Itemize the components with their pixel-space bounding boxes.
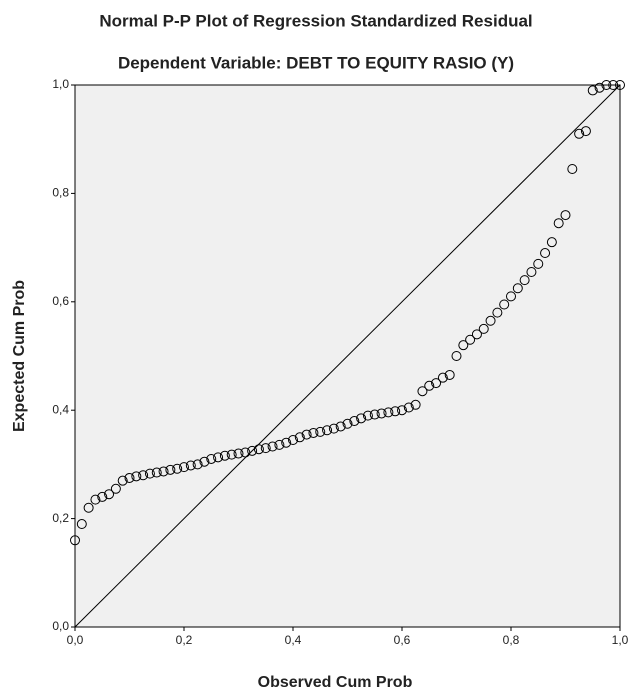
x-tick-label: 0,6 (394, 633, 411, 647)
point (213, 452, 224, 463)
point (540, 248, 551, 259)
point (247, 445, 258, 456)
point (219, 450, 230, 461)
point (499, 299, 510, 310)
point (315, 426, 326, 437)
point (560, 210, 571, 221)
y-tick-label: 0,0 (52, 619, 69, 633)
y-tick-label: 0,2 (52, 511, 69, 525)
x-tick-label: 0,8 (503, 633, 520, 647)
point (301, 429, 312, 440)
point (83, 502, 94, 513)
point (608, 80, 619, 90)
point (240, 447, 251, 458)
point (233, 448, 244, 459)
point (328, 423, 339, 434)
point (594, 82, 605, 93)
point (335, 421, 346, 432)
point (512, 283, 523, 294)
point (260, 443, 271, 454)
point (506, 291, 516, 302)
point (471, 329, 482, 340)
point (185, 460, 196, 471)
point (199, 456, 210, 467)
point (519, 275, 530, 286)
point (322, 425, 333, 436)
point (342, 418, 353, 429)
y-tick-label: 1,0 (52, 77, 69, 91)
point (574, 128, 585, 139)
point (546, 237, 557, 248)
point (437, 372, 448, 383)
y-axis-label: Expected Cum Prob (11, 280, 28, 432)
point (138, 470, 149, 481)
x-tick-label: 0,4 (285, 633, 302, 647)
point (349, 416, 360, 427)
point (76, 519, 87, 530)
point (431, 378, 442, 389)
point (601, 80, 612, 90)
point (458, 340, 469, 351)
point (308, 427, 319, 438)
point (403, 402, 414, 413)
point (179, 462, 189, 473)
point (397, 405, 407, 416)
point (97, 491, 108, 502)
point (417, 386, 428, 397)
point (533, 258, 544, 269)
point (70, 535, 80, 546)
point (465, 334, 476, 345)
point (104, 489, 115, 500)
point (444, 369, 455, 380)
point (226, 449, 237, 460)
point (124, 472, 135, 483)
point (151, 467, 162, 478)
point (144, 468, 155, 479)
point (117, 475, 128, 486)
point (369, 409, 380, 420)
point (580, 126, 591, 137)
point (424, 380, 435, 391)
y-tick-label: 0,8 (52, 186, 69, 200)
chart-subtitle: Dependent Variable: DEBT TO EQUITY RASIO… (118, 53, 514, 72)
point (90, 494, 101, 505)
point (253, 444, 264, 455)
point (267, 441, 278, 452)
point (390, 406, 401, 417)
point (485, 315, 496, 326)
x-tick-label: 1,0 (612, 633, 629, 647)
point (376, 408, 387, 419)
point (294, 432, 305, 443)
y-tick-label: 0,4 (52, 402, 69, 416)
point (172, 463, 183, 474)
point (553, 218, 564, 229)
point (362, 410, 373, 421)
x-axis-label: Observed Cum Prob (258, 674, 413, 691)
point (274, 439, 285, 450)
point (478, 323, 489, 334)
point (615, 80, 625, 90)
point (410, 399, 421, 410)
chart-title: Normal P-P Plot of Regression Standardiz… (99, 11, 532, 30)
point (587, 85, 598, 96)
point (192, 459, 203, 470)
x-tick-label: 0,0 (67, 633, 84, 647)
x-tick-label: 0,2 (176, 633, 193, 647)
point (158, 466, 169, 477)
point (206, 453, 217, 464)
point (165, 464, 176, 475)
point (492, 307, 503, 318)
point (451, 351, 462, 361)
y-tick-label: 0,6 (52, 294, 69, 308)
point (526, 266, 537, 277)
point (567, 164, 578, 175)
point (131, 471, 142, 482)
point (288, 435, 298, 446)
point (281, 437, 292, 448)
point (110, 483, 121, 494)
point (383, 407, 394, 418)
point (356, 413, 367, 424)
reference-line (74, 84, 621, 628)
